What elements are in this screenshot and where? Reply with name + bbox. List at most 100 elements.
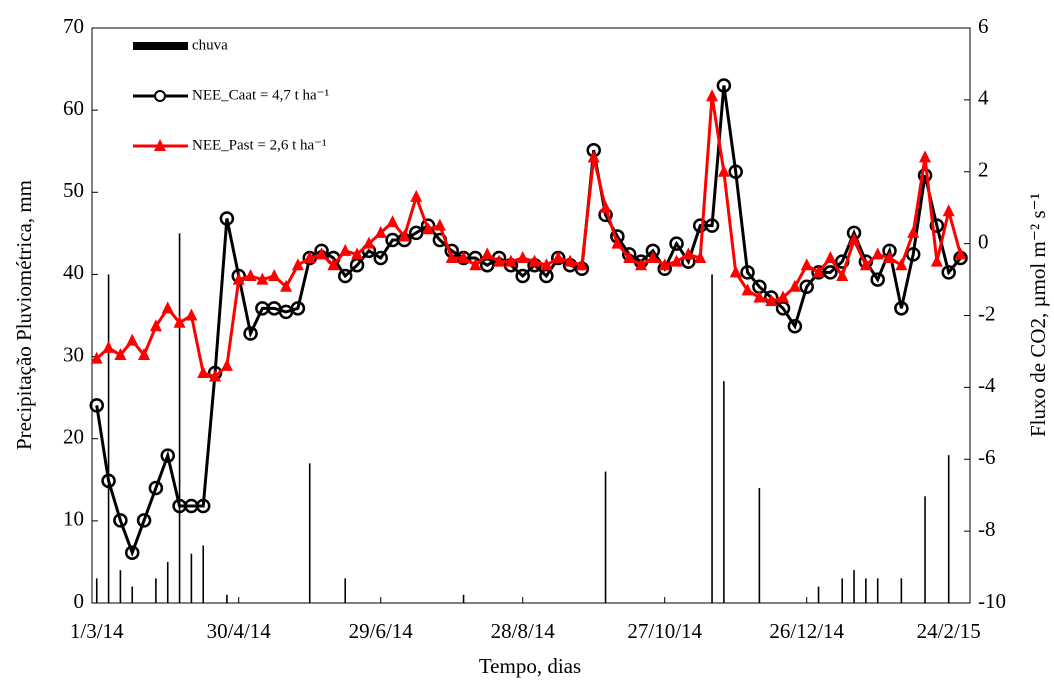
y-tick-label: 20 [63,425,84,449]
rain-bar [604,471,607,603]
caat-marker [148,480,164,496]
x-tick-label: 28/8/14 [491,619,556,643]
past-marker [327,258,340,271]
past-marker [445,251,458,263]
past-marker [516,251,529,263]
caat-marker [124,545,140,560]
caat-marker [113,513,128,528]
past-marker [102,340,115,353]
past-marker [623,251,636,263]
past-marker [741,283,754,296]
rain-bar [190,553,193,603]
caat-marker [728,164,743,179]
caat-marker [716,78,732,93]
past-marker [244,268,257,281]
past-marker [587,150,600,163]
rain-bar [155,578,157,603]
past-marker [138,348,151,361]
caat-marker [905,247,921,262]
rain-bar [202,545,205,603]
rain-bar [107,274,110,603]
past-marker [895,258,908,271]
past-marker [173,315,186,328]
rain-bar [900,578,903,603]
rain-bar [853,570,855,603]
past-marker [291,258,304,271]
past-marker [871,247,884,260]
past-marker [410,189,423,202]
y2-tick-label: 6 [978,14,989,38]
legend-label: chuva [192,37,228,53]
past-marker [149,319,162,332]
rain-bar [308,463,311,603]
past-marker [398,229,411,242]
past-marker [209,369,222,382]
past-marker [753,290,766,303]
rain-bar [758,488,761,603]
past-marker [540,258,553,271]
caat-marker [929,218,945,233]
rain-bar [711,274,713,603]
legend-label: NEE_Caat = 4,7 t ha⁻¹ [192,87,329,103]
rain-bar [462,594,465,603]
caat-marker [136,513,152,528]
rain-bar [876,578,879,603]
past-marker [788,279,801,292]
y2-tick-label: -6 [978,445,996,469]
caat-marker [195,498,211,514]
past-marker [729,265,742,278]
past-marker [504,254,517,267]
rain-bar [166,561,169,603]
rain-bar [119,570,122,603]
past-marker [848,233,861,246]
caat-marker [290,301,306,316]
past-marker [706,89,719,102]
x-tick-label: 24/2/15 [917,619,981,643]
past-marker [185,308,198,321]
past-marker [126,333,139,346]
caat-marker [704,218,720,233]
past-marker [232,272,245,285]
legend-swatch [133,42,188,50]
past-marker [374,225,387,238]
caat-marker [373,250,388,266]
caat-marker [870,272,885,287]
past-marker [256,272,269,285]
y2-tick-label: 0 [978,229,989,253]
rain-bar [226,594,228,603]
x-tick-label: 26/12/14 [769,619,844,643]
past-marker [303,251,316,263]
past-marker [836,268,849,281]
caat-marker [894,301,909,316]
past-marker [339,243,352,256]
past-marker [481,247,494,260]
caat-marker [337,268,353,284]
legend-marker [154,139,166,151]
past-marker [859,258,872,271]
past-marker [351,247,364,260]
caat-marker [669,236,684,251]
y-tick-label: 0 [74,589,85,613]
past-marker [386,215,399,228]
past-marker [457,251,470,263]
past-marker [220,358,233,371]
y-axis-label: Precipitação Pluviométrica, mm [12,180,36,450]
past-marker [646,251,659,263]
caat-marker [101,473,116,489]
y-tick-label: 60 [63,96,84,120]
rain-bar [841,578,844,603]
y2-tick-label: -8 [978,517,996,541]
caat-marker [243,326,258,341]
y-tick-label: 40 [63,260,84,284]
caat-marker [941,265,956,280]
plot-frame [91,27,971,604]
y2-tick-label: -4 [978,373,996,397]
x-tick-label: 1/3/14 [70,619,124,643]
y-tick-label: 30 [63,342,84,366]
past-marker [824,251,837,263]
caat-marker [799,279,814,294]
rain-bar [344,578,347,603]
past-marker [682,247,695,260]
y2-tick-label: 4 [978,86,989,110]
